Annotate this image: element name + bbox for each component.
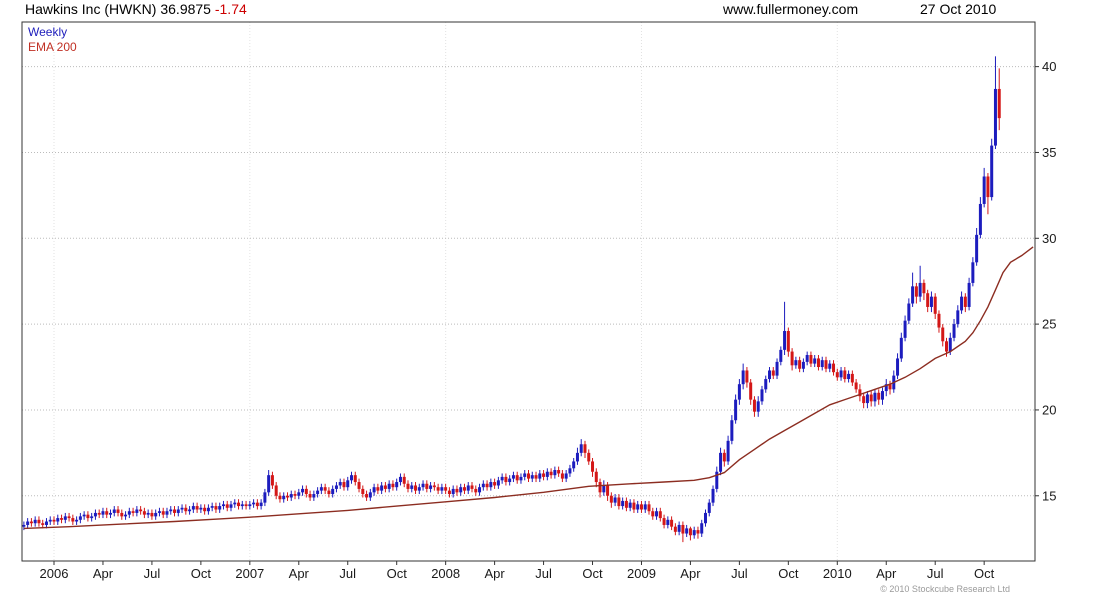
- price-change: -1.74: [214, 1, 247, 17]
- y-tick-label: 35: [1042, 145, 1056, 160]
- x-tick-label: 2006: [40, 566, 69, 581]
- x-tick-label: Jul: [731, 566, 748, 581]
- x-tick-label: Apr: [680, 566, 701, 581]
- last-price: 36.9875: [160, 1, 211, 17]
- instrument-name: Hawkins Inc (HWKN): [25, 1, 157, 17]
- x-tick-label: Apr: [876, 566, 897, 581]
- y-tick-label: 40: [1042, 59, 1056, 74]
- gridlines: [22, 22, 1035, 561]
- x-tick-label: Jul: [927, 566, 944, 581]
- x-tick-label: Oct: [387, 566, 408, 581]
- x-tick-label: 2008: [431, 566, 460, 581]
- legend-weekly: Weekly: [28, 25, 68, 39]
- x-tick-label: Oct: [582, 566, 603, 581]
- x-tick-label: 2007: [235, 566, 264, 581]
- x-axis-labels: 2006 Apr Jul Oct 2007 Apr Jul Oct 2008 Apr Jul Oct 2…: [40, 566, 995, 581]
- x-tick-label: 2009: [627, 566, 656, 581]
- ema-line: [23, 246, 1034, 530]
- y-tick-label: 30: [1042, 231, 1056, 246]
- website-label: www.fullermoney.com: [723, 1, 859, 17]
- instrument-header: Hawkins Inc (HWKN) 36.9875 -1.74: [25, 1, 247, 17]
- x-tick-label: Oct: [778, 566, 799, 581]
- y-tick-label: 25: [1042, 317, 1056, 332]
- candles: [22, 56, 1001, 543]
- x-tick-label: Jul: [144, 566, 161, 581]
- legend-ema-200: EMA 200: [28, 40, 77, 54]
- x-tick-label: 2010: [823, 566, 852, 581]
- plot-border-and-ticks: [21, 21, 1039, 565]
- x-tick-label: Oct: [974, 566, 995, 581]
- x-tick-label: Jul: [339, 566, 356, 581]
- y-tick-label: 20: [1042, 402, 1056, 417]
- y-tick-label: 15: [1042, 488, 1056, 503]
- x-tick-label: Apr: [93, 566, 114, 581]
- x-tick-label: Jul: [535, 566, 552, 581]
- x-tick-label: Apr: [289, 566, 310, 581]
- x-tick-label: Apr: [484, 566, 505, 581]
- copyright-label: © 2010 Stockcube Research Ltd: [880, 584, 1010, 594]
- x-tick-label: Oct: [191, 566, 212, 581]
- date-label: 27 Oct 2010: [920, 1, 997, 17]
- y-axis-labels: 15 20 25 30 35 40: [1042, 59, 1056, 503]
